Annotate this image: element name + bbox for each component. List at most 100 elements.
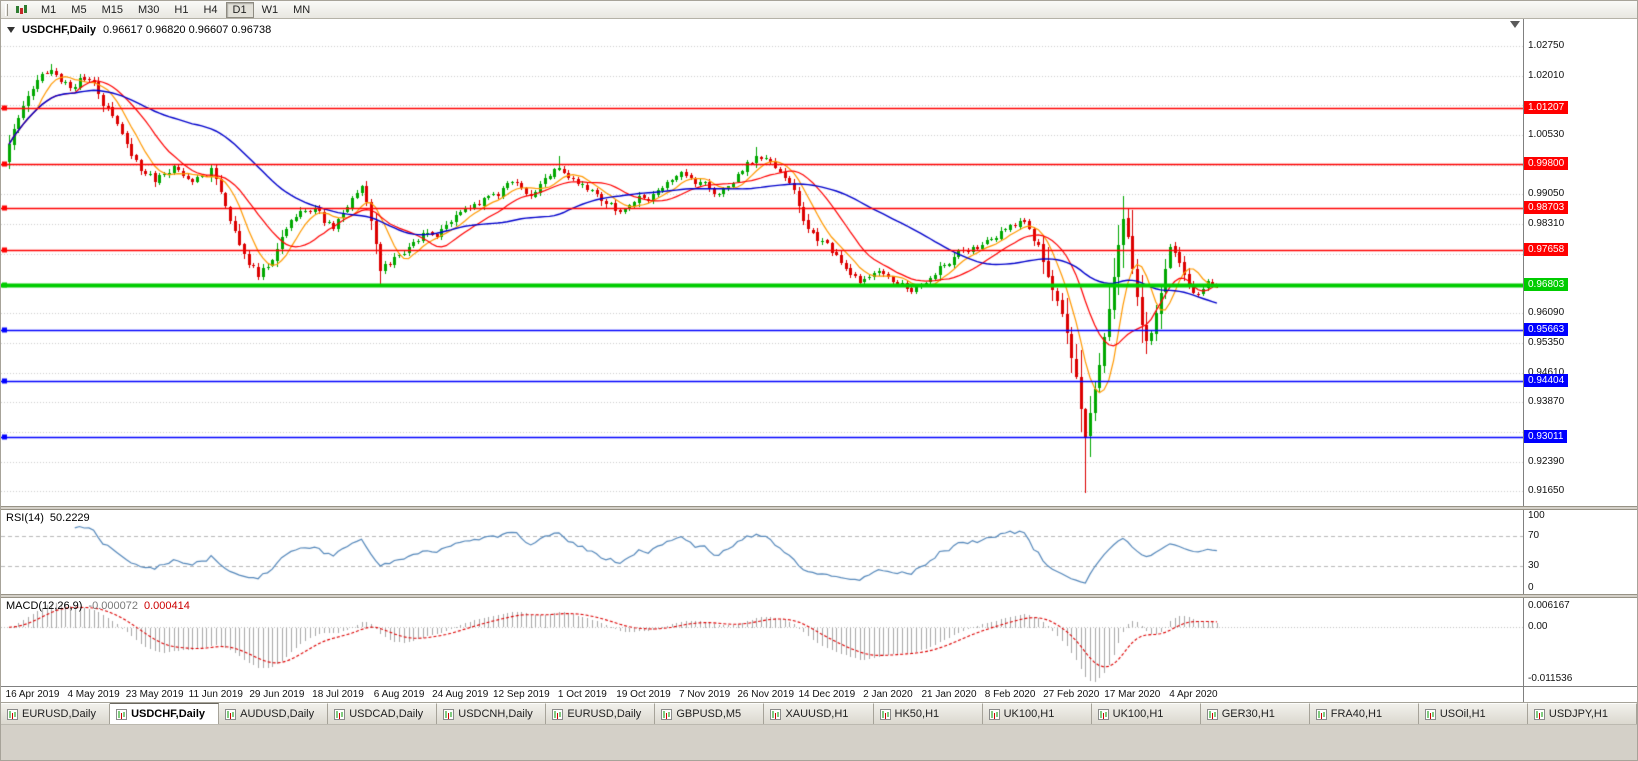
chart-tab-xauusd-h1[interactable]: XAUUSD,H1 <box>764 703 874 724</box>
time-tick-label: 2 Jan 2020 <box>863 689 913 700</box>
time-tick-label: 21 Jan 2020 <box>921 689 977 700</box>
chart-tab-usdcad-daily[interactable]: USDCAD,Daily <box>328 703 438 724</box>
price-tick-label: 0.93870 <box>1528 396 1565 408</box>
macd-tick-label: 0.00 <box>1528 621 1548 632</box>
chart-tab-ger30-h1[interactable]: GER30,H1 <box>1200 703 1310 724</box>
price-level-badge: 0.94404 <box>1524 373 1569 387</box>
chart-tab-hk50-h1[interactable]: HK50,H1 <box>873 703 983 724</box>
price-tick-label: 0.98310 <box>1528 218 1565 230</box>
timeframe-button-m15[interactable]: M15 <box>101 3 123 16</box>
chart-tab-label: FRA40,H1 <box>1330 708 1383 720</box>
time-tick-label: 23 May 2019 <box>125 689 184 700</box>
price-level-badge: 0.99800 <box>1524 157 1569 171</box>
price-tick-label: 0.95350 <box>1528 336 1565 348</box>
chart-tab-label: AUDUSD,Daily <box>240 708 315 720</box>
chart-tab-eurusd-daily[interactable]: EURUSD,Daily <box>546 703 656 724</box>
chart-tab-uk100-h1[interactable]: UK100,H1 <box>982 703 1092 724</box>
chart-tab-usdchf-daily[interactable]: USDCHF,Daily <box>110 703 220 724</box>
chart-tab-label: EURUSD,Daily <box>567 708 642 720</box>
timeframe-button-m30[interactable]: M30 <box>137 3 160 16</box>
macd-scale[interactable]: 0.006167 0.00 -0.011536 <box>1523 598 1637 686</box>
time-tick-label: 17 Mar 2020 <box>1104 689 1161 700</box>
time-tick-label: 26 Nov 2019 <box>737 689 795 700</box>
panel-splitter[interactable] <box>1 506 1637 510</box>
macd-tick-label: 0.006167 <box>1528 600 1570 611</box>
chart-tab-usdcnh-daily[interactable]: USDCNH,Daily <box>437 703 547 724</box>
main-chart-canvas[interactable] <box>1 19 1525 506</box>
rsi-value: 50.2229 <box>49 512 90 524</box>
time-tick-label: 16 Apr 2019 <box>5 689 60 700</box>
rsi-tick-label: 70 <box>1528 529 1540 541</box>
chart-tab-icon <box>225 708 237 720</box>
price-level-badge: 1.01207 <box>1524 100 1569 114</box>
chart-tab-usdjpy-h1[interactable]: USDJPY,H1 <box>1527 703 1637 724</box>
chart-tab-icon <box>1424 708 1436 720</box>
chart-title: USDCHF,Daily 0.96617 0.96820 0.96607 0.9… <box>7 24 271 36</box>
scale-corner <box>1523 687 1637 702</box>
timeframe-button-h1[interactable]: H1 <box>174 3 189 16</box>
chart-tab-eurusd-daily[interactable]: EURUSD,Daily <box>1 703 111 724</box>
chart-tab-uk100-h1[interactable]: UK100,H1 <box>1091 703 1201 724</box>
time-tick-label: 4 May 2019 <box>67 689 120 700</box>
price-level-badge: 0.98703 <box>1524 201 1569 215</box>
chart-tab-label: GBPUSD,M5 <box>676 708 742 720</box>
time-tick-label: 27 Feb 2020 <box>1043 689 1100 700</box>
chart-tab-icon <box>552 708 564 720</box>
chart-tab-label: UK100,H1 <box>1112 708 1164 720</box>
toolbar-grip[interactable] <box>5 3 8 16</box>
chart-tab-label: HK50,H1 <box>894 708 940 720</box>
price-tick-label: 1.00530 <box>1528 129 1565 141</box>
macd-title: MACD(12,26,9) -0.000072 0.000414 <box>6 600 190 612</box>
price-tick-label: 0.99050 <box>1528 188 1565 200</box>
chart-tab-icon <box>1206 708 1218 720</box>
chart-ohlc-values: 0.96617 0.96820 0.96607 0.96738 <box>102 24 272 36</box>
time-tick-label: 4 Apr 2020 <box>1169 689 1218 700</box>
timeframe-button-m5[interactable]: M5 <box>71 3 87 16</box>
chart-tab-usoil-h1[interactable]: USOil,H1 <box>1418 703 1528 724</box>
time-scale[interactable]: 16 Apr 2019 4 May 2019 23 May 2019 11 Jun 2… <box>1 686 1637 702</box>
chart-tab-fra40-h1[interactable]: FRA40,H1 <box>1309 703 1419 724</box>
chart-tab-audusd-daily[interactable]: AUDUSD,Daily <box>219 703 329 724</box>
chart-tab-label: USDCHF,Daily <box>131 708 206 720</box>
chart-tab-label: EURUSD,Daily <box>22 708 96 720</box>
timeframe-button-w1[interactable]: W1 <box>261 3 279 16</box>
rsi-scale[interactable]: 100 70 30 0 <box>1523 510 1637 594</box>
chart-tab-gbpusd-m5[interactable]: GBPUSD,M5 <box>655 703 765 724</box>
time-tick-label: 12 Sep 2019 <box>492 689 550 700</box>
one-click-trading-arrow[interactable] <box>7 27 15 33</box>
price-tick-label: 0.96090 <box>1528 307 1565 319</box>
price-level-badge: 0.93011 <box>1524 429 1568 443</box>
chart-tab-label: USDCNH,Daily <box>458 708 533 720</box>
price-scale[interactable]: 1.02750 1.02010 1.00530 0.99050 0.98310 0.960… <box>1523 19 1637 506</box>
chart-shift-marker[interactable] <box>1510 21 1520 28</box>
timeframe-button-h4[interactable]: H4 <box>203 3 218 16</box>
time-tick-label: 29 Jun 2019 <box>249 689 305 700</box>
price-tick-label: 1.02010 <box>1528 69 1565 81</box>
timeframe-button-mn[interactable]: MN <box>293 3 311 16</box>
price-level-badge: 0.95663 <box>1524 323 1569 337</box>
chart-tab-icon <box>770 708 782 720</box>
timeframe-buttons: M1 M5 M15 M30 H1 H4 D1 W1 MN <box>34 1 317 18</box>
timeframe-toolbar: M1 M5 M15 M30 H1 H4 D1 W1 MN <box>1 1 1637 19</box>
time-tick-label: 24 Aug 2019 <box>432 689 489 700</box>
chart-tab-label: USDCAD,Daily <box>349 708 424 720</box>
chart-tab-label: XAUUSD,H1 <box>785 708 849 720</box>
macd-canvas[interactable] <box>1 598 1525 686</box>
timeframe-button-d1[interactable]: D1 <box>225 1 254 18</box>
time-tick-label: 6 Aug 2019 <box>373 689 425 700</box>
timeframe-button-m1[interactable]: M1 <box>41 3 57 16</box>
chart-tab-icon <box>443 708 455 720</box>
chart-tab-icon <box>334 708 346 720</box>
price-tick-label: 0.91650 <box>1528 485 1565 497</box>
rsi-tick-label: 100 <box>1528 510 1545 521</box>
panel-splitter[interactable] <box>1 594 1637 598</box>
rsi-canvas[interactable] <box>1 510 1525 594</box>
price-level-badge: 0.97658 <box>1524 243 1569 257</box>
chart-toolbar-icon[interactable] <box>12 3 30 17</box>
macd-name: MACD(12,26,9) <box>6 600 83 612</box>
chart-tab-label: UK100,H1 <box>1003 708 1055 720</box>
bottom-strip <box>1 724 1637 760</box>
time-tick-label: 1 Oct 2019 <box>557 689 607 700</box>
chart-tab-icon <box>661 708 673 720</box>
